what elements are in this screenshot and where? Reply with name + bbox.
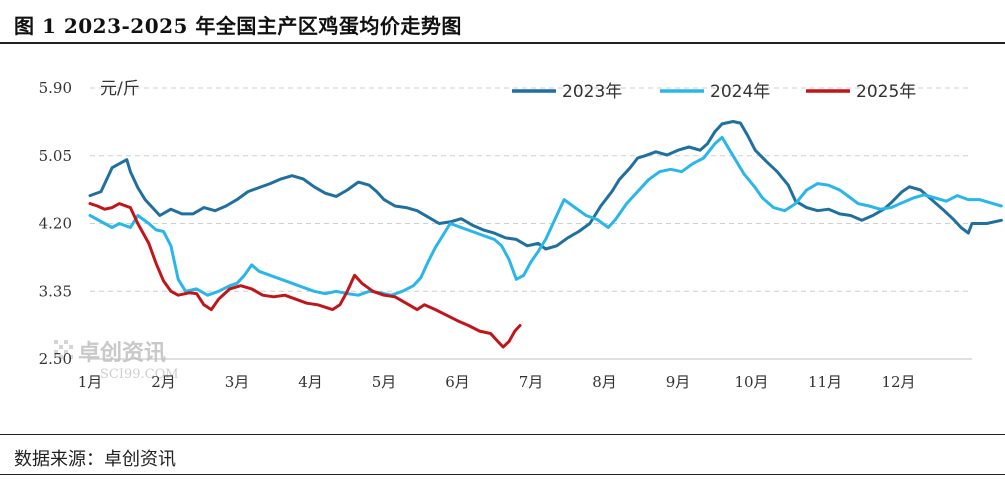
watermark-square xyxy=(64,340,68,344)
x-tick-label: 11月 xyxy=(808,373,842,391)
series-line-2025年 xyxy=(88,202,522,349)
watermark-square xyxy=(69,355,73,359)
title-bar: 图 1 2023-2025 年全国主产区鸡蛋均价走势图 xyxy=(0,0,1005,42)
bottom-rule xyxy=(0,474,1005,475)
watermark-square xyxy=(64,350,68,354)
watermark-square xyxy=(59,355,63,359)
data-source: 数据来源：卓创资讯 xyxy=(14,449,176,470)
watermark-square xyxy=(59,345,63,349)
legend-label: 2025年 xyxy=(856,82,916,102)
x-tick-label: 3月 xyxy=(225,373,250,391)
legend-item: 2023年 xyxy=(512,82,622,102)
title-underline xyxy=(0,42,1005,44)
source-top-rule xyxy=(0,434,1005,435)
x-tick-label: 9月 xyxy=(666,373,691,391)
series-line-2023年 xyxy=(88,120,1003,251)
x-tick-label: 2月 xyxy=(151,373,176,391)
x-tick-label: 1月 xyxy=(78,373,103,391)
x-tick-label: 6月 xyxy=(445,373,470,391)
x-axis: 1月 2月 3月 4月 5月 6月 7月 8月 9月 10月 11月 12月 xyxy=(78,373,916,391)
legend: 2023年 2024年 2025年 xyxy=(512,82,916,102)
legend-item: 2025年 xyxy=(806,82,916,102)
watermark-name: 卓创资讯 xyxy=(78,341,166,366)
legend-label: 2023年 xyxy=(562,82,622,102)
x-tick-label: 12月 xyxy=(881,373,915,391)
chart-title: 图 1 2023-2025 年全国主产区鸡蛋均价走势图 xyxy=(14,14,462,38)
x-tick-label: 8月 xyxy=(592,373,617,391)
y-tick-label: 2.50 xyxy=(39,350,72,368)
x-tick-label: 7月 xyxy=(519,373,544,391)
y-tick-label: 5.05 xyxy=(39,147,72,165)
legend-item: 2024年 xyxy=(660,82,770,102)
watermark-domain: SCI99.COM xyxy=(100,367,179,382)
gridlines xyxy=(90,87,972,360)
x-tick-label: 10月 xyxy=(734,373,768,391)
series-lines xyxy=(88,120,1003,349)
watermark-square xyxy=(54,350,58,354)
watermark-mark xyxy=(54,340,73,359)
y-tick-label: 5.90 xyxy=(39,79,72,97)
y-tick-label: 4.20 xyxy=(39,215,72,233)
legend-label: 2024年 xyxy=(710,82,770,102)
watermark-square xyxy=(69,345,73,349)
y-unit-label: 元/斤 xyxy=(100,79,140,99)
watermark-square xyxy=(54,340,58,344)
y-axis-ticks: 2.50 3.35 4.20 5.05 5.90 xyxy=(39,79,72,368)
y-tick-label: 3.35 xyxy=(39,282,72,300)
series-line-2024年 xyxy=(88,135,1003,297)
x-tick-label: 4月 xyxy=(298,373,323,391)
x-tick-label: 5月 xyxy=(372,373,397,391)
